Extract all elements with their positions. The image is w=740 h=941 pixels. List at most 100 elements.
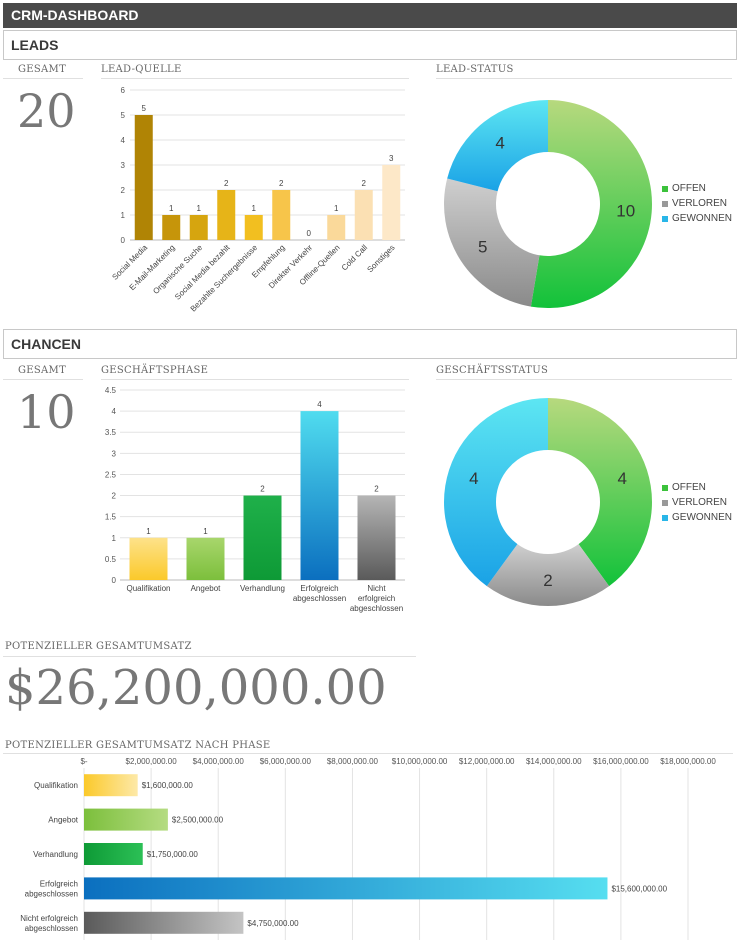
x-tick-label: Organische Suche <box>151 243 204 296</box>
data-label: 1 <box>169 204 174 213</box>
legend-label-open-2: OFFEN <box>672 482 706 493</box>
lead-status-legend: OFFEN VERLOREN GEWONNEN <box>662 181 732 226</box>
x-tick-label: $2,000,000.00 <box>126 757 178 766</box>
y-tick-label: 3 <box>121 161 126 170</box>
data-label: 2 <box>260 485 265 494</box>
bar <box>84 911 244 934</box>
y-tick-label: Verhandlung <box>33 850 78 859</box>
legend-item-open-2: OFFEN <box>662 480 732 495</box>
x-tick-label: $18,000,000.00 <box>660 757 716 766</box>
leads-total-divider <box>3 78 83 79</box>
y-tick-label: 6 <box>121 86 126 95</box>
chances-total-value: 10 <box>17 385 76 439</box>
x-tick-label: Erfolgreich abgeschlossen <box>293 584 346 603</box>
y-tick-label-line: Erfolgreich <box>40 879 78 888</box>
bar <box>272 190 291 240</box>
slice-value-label: 4 <box>617 469 626 488</box>
slice-value-label: 10 <box>616 201 635 220</box>
y-tick-label-line: Qualifikation <box>34 781 78 790</box>
bar <box>84 774 138 797</box>
y-tick-label: 2.5 <box>105 470 117 479</box>
legend-item-open: OFFEN <box>662 181 732 196</box>
legend-item-lost-2: VERLOREN <box>662 495 732 510</box>
y-tick-label: Nicht erfolgreich abgeschlossen <box>20 914 78 933</box>
y-tick-label: 3 <box>112 449 117 458</box>
deal-status-legend: OFFEN VERLOREN GEWONNEN <box>662 480 732 525</box>
x-tick-label: Verhandlung <box>240 584 285 593</box>
chances-section-header: CHANCEN <box>3 329 737 359</box>
legend-item-lost: VERLOREN <box>662 196 732 211</box>
legend-item-won: GEWONNEN <box>662 211 732 226</box>
x-tick-label: $4,000,000.00 <box>193 757 245 766</box>
legend-label-won: GEWONNEN <box>672 213 732 224</box>
bar <box>134 115 153 240</box>
x-tick-label-line: Angebot <box>191 584 222 593</box>
x-tick-label: Qualifikation <box>126 584 170 593</box>
x-tick-label-line: Erfolgreich <box>300 584 338 593</box>
x-tick-label: $10,000,000.00 <box>392 757 448 766</box>
leads-total-label: GESAMT <box>18 64 67 75</box>
legend-swatch-lost <box>662 200 668 207</box>
legend-label-lost: VERLOREN <box>672 198 728 209</box>
revenue-total-divider <box>3 656 416 657</box>
revenue-by-phase-label: POTENZIELLER GESAMTUMSATZ NACH PHASE <box>5 740 271 751</box>
deal-phase-chart: 0 0.5 1 1.5 2 2.5 3 3.5 4 4.5 1 Qualifikation 1 Angeb… <box>105 386 405 613</box>
x-tick-label: Angebot <box>191 584 222 593</box>
y-tick-label: 2 <box>112 492 117 501</box>
revenue-total-value: $26,200,000.00 <box>5 660 387 716</box>
lead-status-chart: 10 5 4 <box>444 100 652 308</box>
slice-value-label: 4 <box>495 133 504 152</box>
bar <box>327 215 346 240</box>
x-tick-label-line: Nicht <box>367 584 386 593</box>
legend-label-lost-2: VERLOREN <box>672 497 728 508</box>
data-label: 3 <box>389 154 394 163</box>
y-tick-label-line: Angebot <box>48 816 79 825</box>
data-label: 0 <box>307 229 312 238</box>
donut-slice-gewonnen <box>447 100 548 192</box>
data-label: $15,600,000.00 <box>611 884 667 893</box>
lead-source-divider <box>101 78 409 79</box>
x-tick-label: $14,000,000.00 <box>526 757 582 766</box>
data-label: 1 <box>334 204 339 213</box>
deal-status-divider <box>436 379 732 380</box>
x-tick-label: Nicht erfolgreich abgeschlossen <box>350 584 403 613</box>
deal-phase-divider <box>101 379 409 380</box>
bar <box>354 190 373 240</box>
x-tick-label: Sonstiges <box>365 243 396 274</box>
x-tick-label-line: abgeschlossen <box>350 604 403 613</box>
data-label: 2 <box>279 179 284 188</box>
y-tick-label: 1.5 <box>105 513 117 522</box>
legend-swatch-lost-2 <box>662 499 668 506</box>
lead-status-divider <box>436 78 732 79</box>
x-tick-label: $16,000,000.00 <box>593 757 649 766</box>
y-tick-label: 0 <box>121 236 126 245</box>
y-tick-label: 1 <box>121 211 126 220</box>
revenue-total-label: POTENZIELLER GESAMTUMSATZ <box>5 641 192 652</box>
y-tick-label: Angebot <box>48 816 79 825</box>
donut-slice-verloren <box>486 544 610 606</box>
bar <box>84 808 168 831</box>
y-tick-label: Erfolgreich abgeschlossen <box>25 879 78 898</box>
bar <box>162 215 181 240</box>
donut-slice-offen <box>548 398 652 587</box>
y-tick-label: 5 <box>121 111 126 120</box>
data-label: 4 <box>317 400 322 409</box>
y-tick-label: 0 <box>112 576 117 585</box>
y-tick-label: 3.5 <box>105 428 117 437</box>
donut-slice-gewonnen <box>444 398 548 587</box>
data-label: $1,750,000.00 <box>147 850 199 859</box>
bar <box>84 843 143 865</box>
bar <box>382 165 401 240</box>
bar <box>84 877 608 900</box>
x-tick-label: $12,000,000.00 <box>459 757 515 766</box>
bar <box>217 190 236 240</box>
dashboard-title: CRM-DASHBOARD <box>3 3 737 28</box>
x-tick-label-line: Qualifikation <box>126 584 170 593</box>
y-tick-label-line: abgeschlossen <box>25 924 78 933</box>
deal-status-label: GESCHÄFTSSTATUS <box>436 365 549 376</box>
slice-value-label: 4 <box>469 469 478 488</box>
y-tick-label: 4 <box>112 407 117 416</box>
legend-label-open: OFFEN <box>672 183 706 194</box>
data-label: 1 <box>146 527 151 536</box>
data-label: 1 <box>203 527 208 536</box>
